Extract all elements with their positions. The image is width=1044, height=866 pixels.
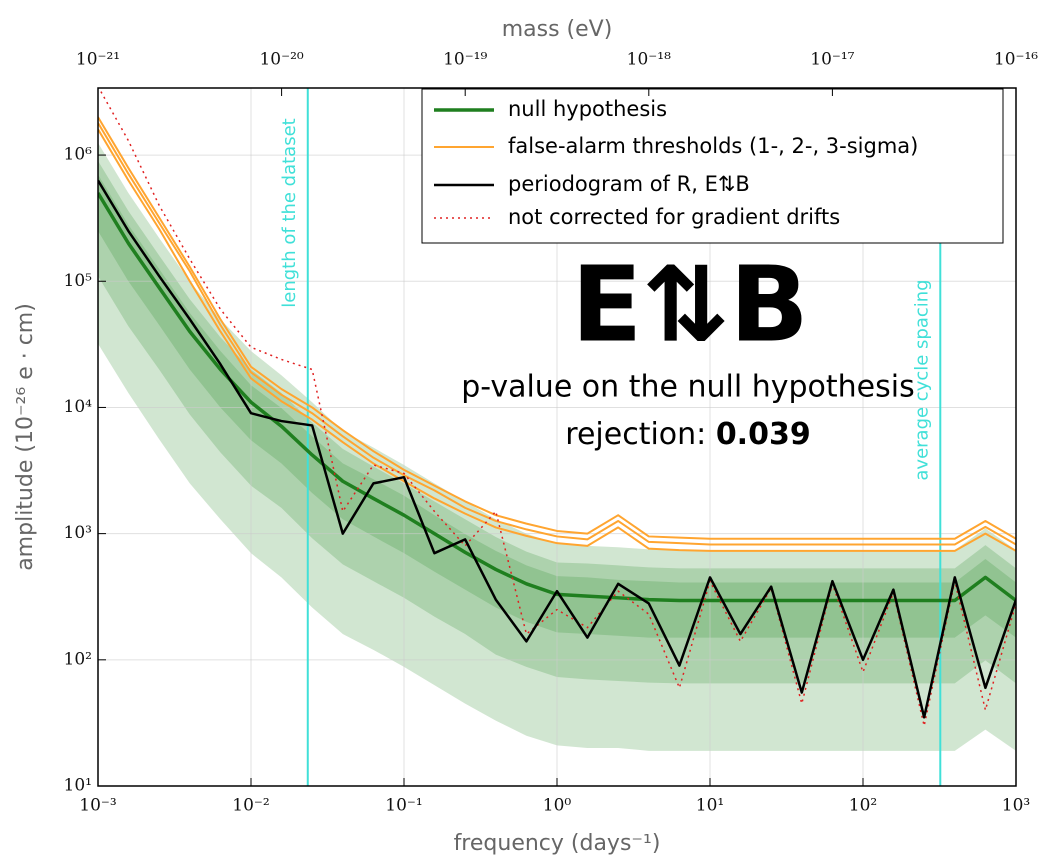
series-line — [98, 179, 1016, 719]
top-tick-label: 10⁻²⁰ — [259, 50, 303, 70]
confidence-band — [98, 174, 1016, 638]
x-tick-label: 10¹ — [696, 796, 724, 816]
y-tick-label: 10¹ — [64, 776, 92, 796]
series-line — [98, 128, 1016, 552]
top-tick-label: 10⁻¹⁶ — [994, 50, 1038, 70]
x-tick-label: 10⁻² — [232, 796, 269, 816]
legend-box — [421, 88, 1004, 244]
plot-area — [98, 88, 1016, 786]
top-tick-label: 10⁻¹⁷ — [810, 50, 854, 70]
series-line — [98, 88, 1016, 727]
reference-label: average cycle spacing — [911, 279, 932, 480]
legend-label: periodogram of R, E⇅B — [508, 172, 750, 196]
y-tick-label: 10³ — [64, 523, 92, 543]
legend: null hypothesis false-alarm thresholds (… — [421, 88, 1004, 244]
reference-label: length of the dataset — [279, 118, 300, 307]
legend-label: null hypothesis — [508, 97, 667, 121]
y-tick-label: 10⁶ — [64, 145, 93, 165]
top-axis-label: mass (eV) — [502, 17, 613, 42]
p-value: 0.039 — [716, 417, 811, 452]
top-tick-label: 10⁻¹⁸ — [627, 50, 671, 70]
top-tick-label: 10⁻¹⁹ — [443, 50, 487, 70]
annotation-text: p-value on the null hypothesis — [461, 370, 914, 405]
x-tick-label: 10⁻³ — [79, 796, 116, 816]
legend-label: not corrected for gradient drifts — [508, 205, 840, 229]
series-line — [98, 192, 1016, 603]
y-tick-label: 10² — [64, 649, 92, 669]
top-tick-label: 10⁻²¹ — [76, 50, 120, 70]
annotation-text: rejection: — [565, 417, 716, 452]
x-tick-label: 10² — [849, 796, 877, 816]
annotation-text: rejection: 0.039 — [565, 417, 810, 452]
y-tick-label: 10⁵ — [64, 271, 93, 291]
x-tick-label: 10⁰ — [543, 796, 572, 816]
legend-label: false-alarm thresholds (1-, 2-, 3-sigma) — [508, 134, 918, 158]
series-line — [98, 116, 1016, 540]
annotation-symbol: E⇅B — [571, 243, 808, 365]
x-tick-label: 10³ — [1002, 796, 1030, 816]
series-line — [98, 122, 1016, 546]
x-tick-label: 10⁻¹ — [385, 796, 422, 816]
y-axis-label: amplitude (10⁻²⁶ e · cm) — [13, 303, 38, 571]
x-axis-label: frequency (days⁻¹) — [454, 831, 661, 856]
y-tick-label: 10⁴ — [64, 397, 93, 417]
